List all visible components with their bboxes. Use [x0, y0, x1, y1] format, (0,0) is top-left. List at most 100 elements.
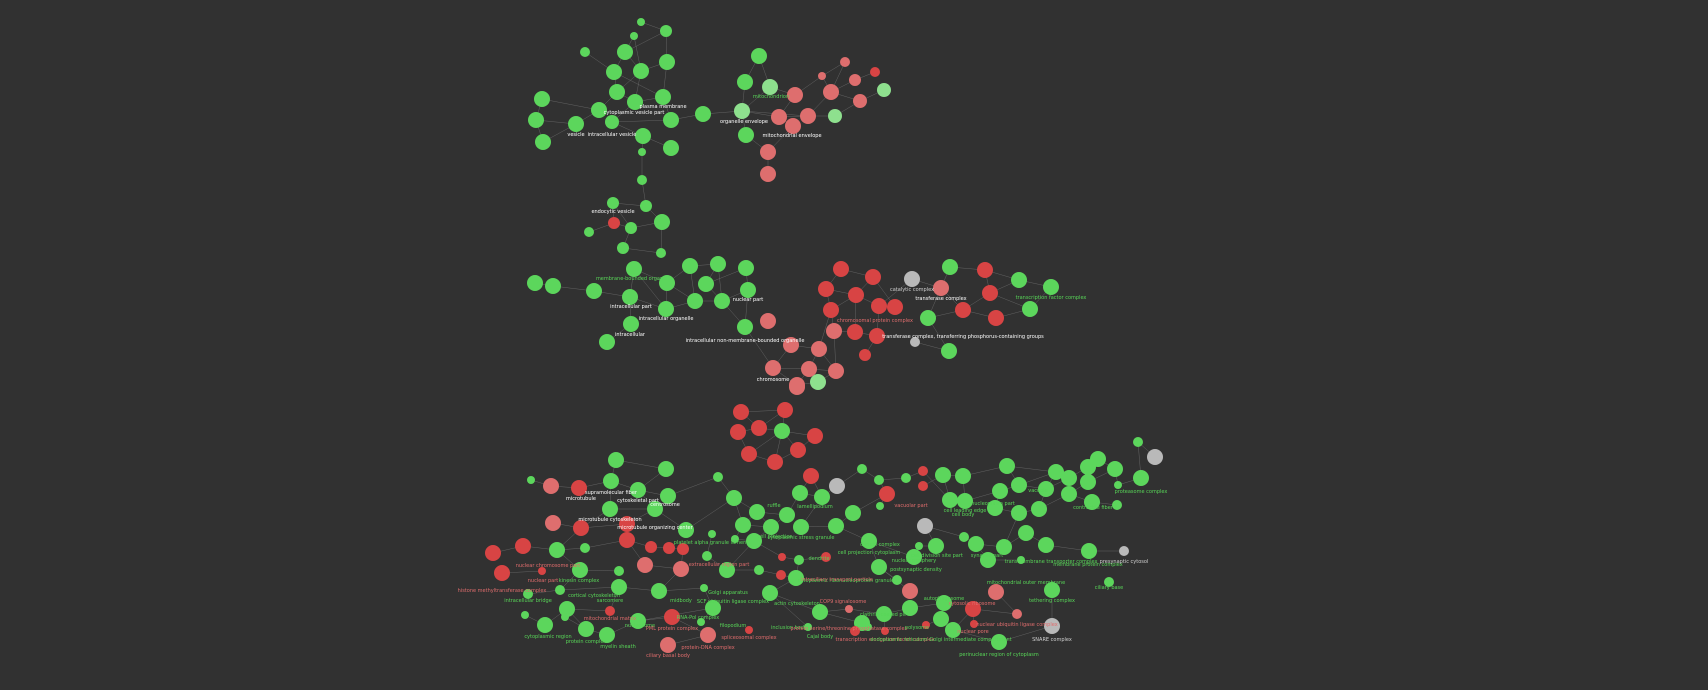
network-node[interactable]	[1017, 556, 1025, 564]
network-node[interactable]	[663, 112, 679, 128]
network-node[interactable]	[660, 25, 672, 37]
network-node[interactable]	[980, 552, 996, 568]
network-node[interactable]	[605, 606, 615, 616]
network-node[interactable]	[847, 324, 863, 340]
network-node[interactable]	[1011, 477, 1027, 493]
network-node[interactable]	[955, 302, 971, 318]
network-node[interactable]	[606, 64, 622, 80]
network-node[interactable]	[1044, 582, 1060, 598]
network-node[interactable]	[647, 501, 663, 517]
network-node[interactable]	[876, 606, 892, 622]
network-node[interactable]	[779, 507, 795, 523]
network-node[interactable]	[678, 522, 694, 538]
network-node[interactable]	[663, 140, 679, 156]
network-node[interactable]	[1011, 272, 1027, 288]
network-node[interactable]	[584, 227, 594, 237]
network-node[interactable]	[545, 515, 561, 531]
network-node[interactable]	[1061, 486, 1077, 502]
network-node[interactable]	[800, 108, 816, 124]
network-node[interactable]	[549, 542, 565, 558]
network-node[interactable]	[999, 458, 1015, 474]
network-node[interactable]	[523, 589, 533, 599]
network-node[interactable]	[828, 518, 844, 534]
network-node[interactable]	[700, 584, 708, 592]
network-node[interactable]	[658, 461, 674, 477]
network-node[interactable]	[840, 57, 850, 67]
network-node[interactable]	[864, 623, 872, 631]
network-node[interactable]	[928, 538, 944, 554]
network-node[interactable]	[559, 601, 575, 617]
network-node[interactable]	[521, 611, 529, 619]
network-node[interactable]	[673, 561, 689, 577]
network-node[interactable]	[988, 310, 1004, 326]
network-node[interactable]	[762, 79, 778, 95]
network-node[interactable]	[645, 541, 657, 553]
network-node[interactable]	[859, 349, 871, 361]
network-node[interactable]	[586, 283, 602, 299]
network-node[interactable]	[760, 313, 776, 329]
network-node[interactable]	[774, 423, 790, 439]
network-node[interactable]	[485, 545, 501, 561]
network-node[interactable]	[1081, 543, 1097, 559]
network-node[interactable]	[630, 482, 646, 498]
network-node[interactable]	[1107, 461, 1123, 477]
network-node[interactable]	[763, 519, 779, 535]
network-node[interactable]	[918, 466, 928, 476]
network-node[interactable]	[1048, 464, 1064, 480]
network-node[interactable]	[630, 613, 646, 629]
network-node[interactable]	[708, 530, 716, 538]
network-node[interactable]	[818, 72, 826, 80]
network-node[interactable]	[861, 533, 877, 549]
network-node[interactable]	[714, 293, 730, 309]
network-node[interactable]	[762, 585, 778, 601]
network-node[interactable]	[637, 175, 647, 185]
network-node[interactable]	[655, 89, 671, 105]
network-node[interactable]	[749, 504, 765, 520]
network-node[interactable]	[902, 583, 918, 599]
network-node[interactable]	[654, 214, 670, 230]
network-node[interactable]	[625, 222, 637, 234]
network-node[interactable]	[871, 298, 887, 314]
network-node[interactable]	[543, 478, 559, 494]
network-node[interactable]	[702, 551, 712, 561]
network-node[interactable]	[1012, 609, 1022, 619]
network-node[interactable]	[794, 555, 804, 565]
network-node[interactable]	[658, 301, 674, 317]
network-node[interactable]	[814, 489, 830, 505]
network-node[interactable]	[865, 269, 881, 285]
network-node[interactable]	[904, 271, 920, 287]
network-node[interactable]	[626, 261, 642, 277]
network-node[interactable]	[792, 485, 808, 501]
network-node[interactable]	[767, 454, 783, 470]
network-node[interactable]	[687, 293, 703, 309]
network-node[interactable]	[778, 553, 786, 561]
network-node[interactable]	[1133, 470, 1149, 486]
network-node[interactable]	[1011, 505, 1027, 521]
network-node[interactable]	[871, 559, 887, 575]
network-node[interactable]	[933, 280, 949, 296]
network-node[interactable]	[879, 486, 895, 502]
network-node[interactable]	[537, 617, 553, 633]
network-node[interactable]	[619, 516, 635, 532]
network-node[interactable]	[638, 148, 646, 156]
network-node[interactable]	[945, 622, 961, 638]
network-node[interactable]	[754, 565, 764, 575]
network-node[interactable]	[1119, 546, 1129, 556]
network-node[interactable]	[804, 623, 812, 631]
network-node[interactable]	[917, 518, 933, 534]
network-node[interactable]	[807, 428, 823, 444]
network-node[interactable]	[821, 552, 831, 562]
network-node[interactable]	[1080, 474, 1096, 490]
network-node[interactable]	[920, 310, 936, 326]
network-node[interactable]	[771, 109, 787, 125]
network-node[interactable]	[1112, 500, 1122, 510]
network-node[interactable]	[901, 473, 911, 483]
network-node[interactable]	[622, 289, 638, 305]
network-node[interactable]	[1038, 537, 1054, 553]
network-node[interactable]	[765, 360, 781, 376]
network-node[interactable]	[881, 627, 889, 635]
network-node[interactable]	[785, 118, 801, 134]
network-node[interactable]	[608, 452, 624, 468]
network-node[interactable]	[534, 91, 550, 107]
network-node[interactable]	[599, 334, 615, 350]
